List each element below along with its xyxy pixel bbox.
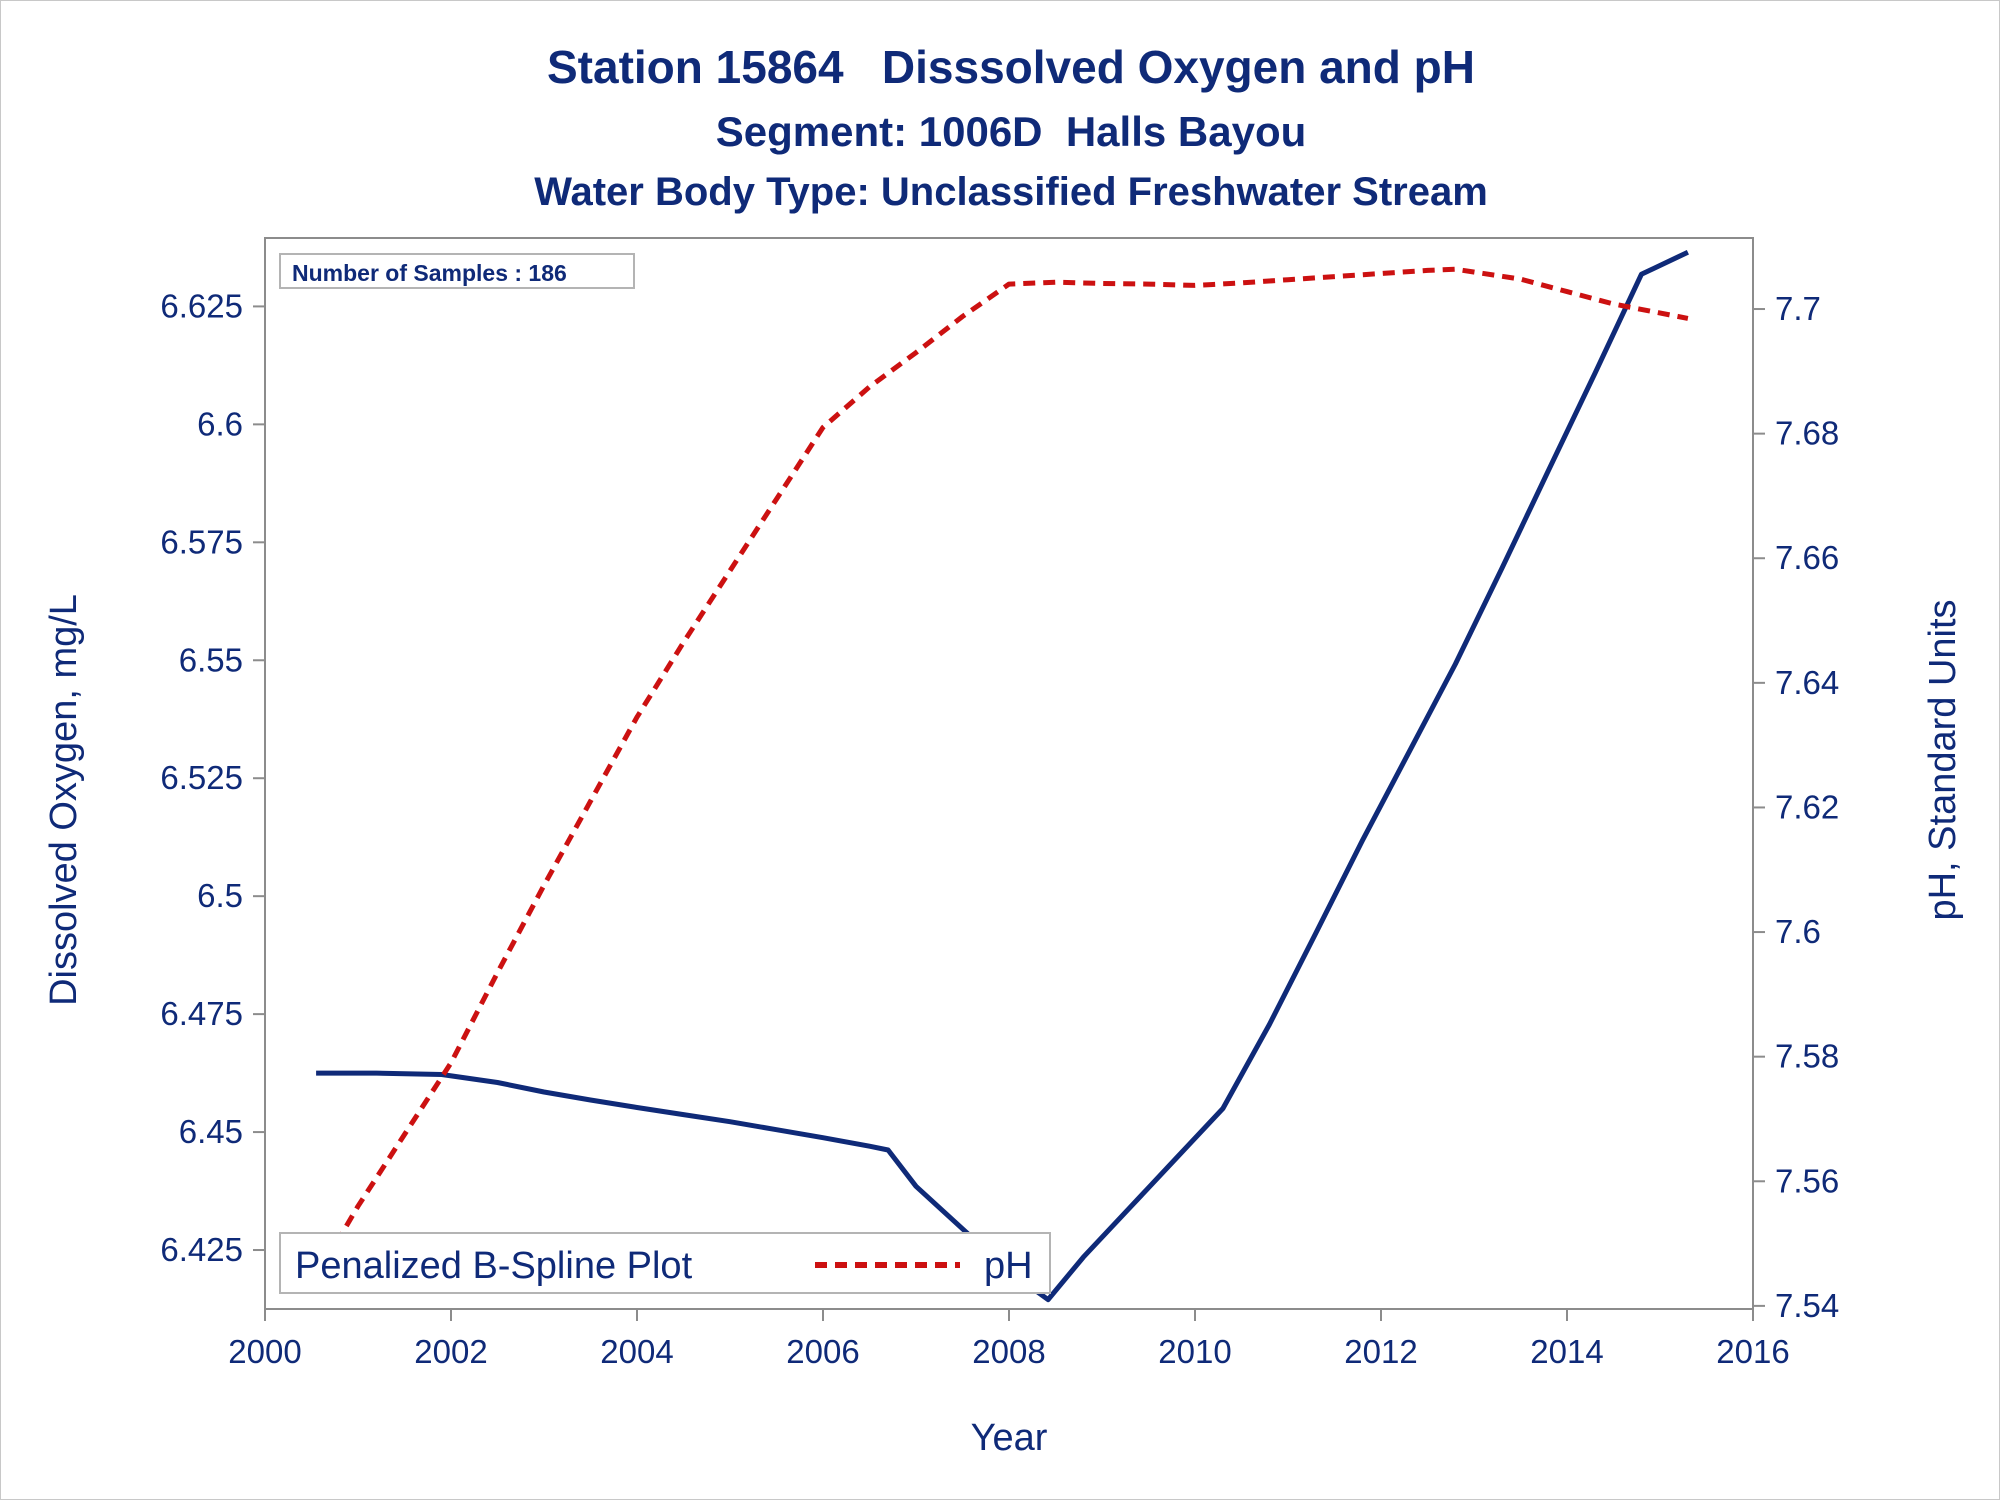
plot-area [264, 237, 1754, 1310]
y-right-tick-label: 7.68 [1775, 415, 1839, 452]
y-axis-right: 7.54 7.56 7.58 7.6 7.62 7.64 7.66 7.68 7.7 [1753, 290, 1839, 1324]
y-left-tick-label: 6.425 [160, 1231, 243, 1268]
x-tick-label: 2014 [1530, 1333, 1603, 1370]
y-axis-right-label: pH, Standard Units [1922, 599, 1964, 920]
y-left-tick-label: 6.55 [179, 641, 243, 678]
legend-title: Penalized B-Spline Plot [295, 1245, 693, 1287]
y-right-tick-label: 7.58 [1775, 1038, 1839, 1075]
y-axis-left: 6.425 6.45 6.475 6.5 6.525 6.55 6.575 6.6 6.625 [160, 287, 265, 1268]
y-left-tick-label: 6.45 [179, 1113, 243, 1150]
y-left-tick-label: 6.475 [160, 995, 243, 1032]
x-tick-label: 2002 [414, 1333, 487, 1370]
series-layer [313, 249, 1689, 1303]
y-right-tick-label: 7.64 [1775, 664, 1839, 701]
x-tick-label: 2006 [786, 1333, 859, 1370]
x-tick-label: 2000 [228, 1333, 301, 1370]
y-right-tick-label: 7.6 [1775, 913, 1821, 950]
sample-count-box [279, 253, 635, 289]
x-tick-label: 2010 [1158, 1333, 1231, 1370]
y-left-tick-label: 6.625 [160, 287, 243, 324]
legend-ph-label: pH [984, 1245, 1033, 1287]
x-tick-label: 2016 [1716, 1333, 1789, 1370]
y-left-tick-label: 6.5 [197, 877, 243, 914]
x-tick-label: 2008 [972, 1333, 1045, 1370]
y-left-tick-label: 6.6 [197, 405, 243, 442]
x-tick-label: 2004 [600, 1333, 673, 1370]
dissolved-oxygen-series-line [316, 249, 1689, 1303]
x-tick-label: 2012 [1344, 1333, 1417, 1370]
y-left-tick-label: 6.575 [160, 523, 243, 560]
y-right-tick-label: 7.56 [1775, 1162, 1839, 1199]
x-axis: 2000 2002 2004 2006 2008 2010 2012 2014 2016 [228, 1309, 1790, 1370]
chart-subtitle-2: Water Body Type: Unclassified Freshwater… [534, 170, 1488, 214]
y-axis-left-label: Dissolved Oxygen, mg/L [43, 594, 85, 1006]
y-right-tick-label: 7.62 [1775, 788, 1839, 825]
ph-series-line [313, 266, 1689, 1280]
y-right-tick-label: 7.54 [1775, 1287, 1839, 1324]
sample-count-annotation: Number of Samples : 186 [292, 260, 567, 286]
y-right-tick-label: 7.7 [1775, 290, 1821, 327]
chart-subtitle: Segment: 1006D Halls Bayou [716, 108, 1307, 155]
chart-title: Station 15864 Disssolved Oxygen and pH [547, 41, 1475, 93]
y-right-tick-label: 7.66 [1775, 539, 1839, 576]
y-left-tick-label: 6.525 [160, 759, 243, 796]
x-axis-label: Year [971, 1417, 1048, 1459]
